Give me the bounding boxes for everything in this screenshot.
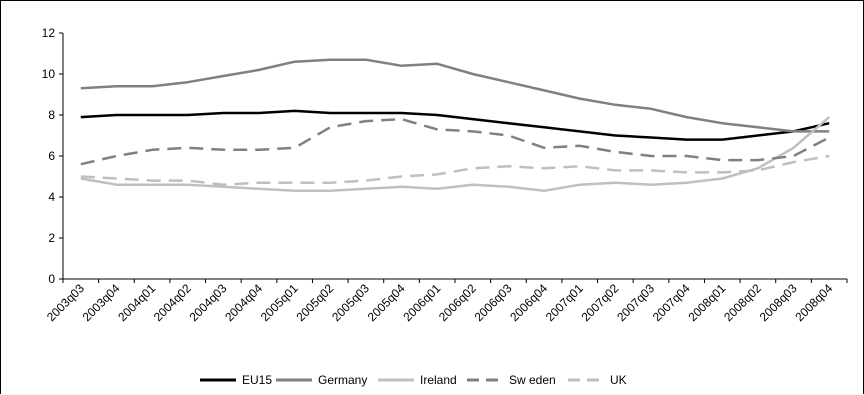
y-tick-label: 4 [48,190,55,204]
x-tick-label: 2007q04 [650,281,693,324]
legend-label-uk: UK [610,373,627,387]
x-tick-label: 2006q03 [472,281,515,324]
x-tick-label: 2005q01 [258,281,301,324]
x-tick-label: 2005q03 [329,281,372,324]
y-tick-label: 12 [42,26,56,40]
series-line-eu15 [80,109,830,141]
y-tick-label: 0 [48,272,55,286]
x-tick-label: 2007q02 [579,281,622,324]
x-tick-label: 2004q03 [187,281,230,324]
x-tick-label: 2006q02 [436,281,479,324]
x-tick-label: 2007q03 [614,281,657,324]
legend-label-eu15: EU15 [242,373,272,387]
x-tick-label: 2006q04 [507,281,550,324]
y-tick-label: 2 [48,231,55,245]
y-tick-label: 6 [48,149,55,163]
series-line-germany [80,58,830,133]
y-tick-label: 8 [48,108,55,122]
x-tick-label: 2005q02 [293,281,336,324]
y-tick-label: 10 [42,67,56,81]
x-tick-label: 2008q01 [685,281,728,324]
x-tick-label: 2003q04 [80,281,123,324]
x-tick-label: 2008q02 [721,281,764,324]
x-tick-label: 2003q03 [44,281,87,324]
x-tick-label: 2007q01 [543,281,586,324]
x-tick-label: 2006q01 [400,281,443,324]
x-tick-label: 2008q04 [792,281,835,324]
legend-label-sweden: Sw eden [509,373,556,387]
series-line-uk [80,154,830,186]
x-tick-label: 2008q03 [757,281,800,324]
series-line-ireland [80,116,831,193]
x-tick-label: 2004q02 [151,281,194,324]
series-line-sweden [80,117,830,166]
x-tick-label: 2005q04 [365,281,408,324]
x-tick-label: 2004q01 [115,281,158,324]
x-tick-label: 2004q04 [222,281,265,324]
legend-label-germany: Germany [318,373,367,387]
legend-label-ireland: Ireland [420,373,457,387]
